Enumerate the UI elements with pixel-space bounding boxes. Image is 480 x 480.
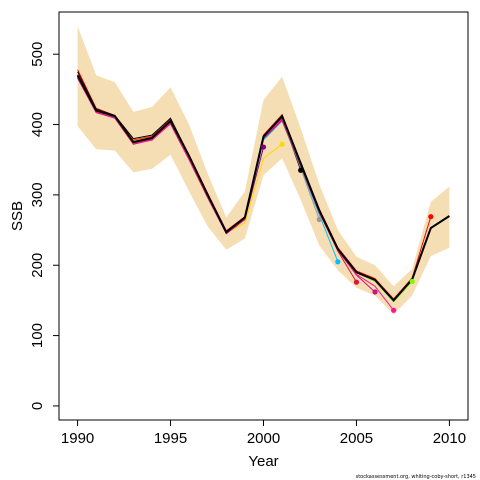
y-tick-label: 100	[29, 323, 46, 348]
y-tick-label: 400	[29, 112, 46, 137]
retro-series-endpoint	[260, 144, 267, 150]
retro-series-endpoint	[335, 259, 341, 265]
retro-series-endpoint	[391, 307, 397, 313]
retro-series-endpoint	[428, 214, 434, 220]
y-axis-title: SSB	[9, 201, 26, 231]
retro-series-endpoint	[409, 278, 415, 285]
x-axis-title: Year	[248, 453, 278, 470]
x-tick-label: 2005	[340, 430, 373, 447]
retro-series-endpoint	[298, 167, 304, 173]
retro-series-endpoint	[372, 289, 378, 295]
x-tick-label: 1990	[61, 430, 94, 447]
y-tick-label: 500	[29, 42, 46, 67]
y-tick-label: 300	[29, 182, 46, 207]
retro-series-endpoint	[353, 279, 360, 285]
x-axis: 1990 1995 2000 2005 2010	[61, 419, 466, 447]
final-estimate-line	[76, 74, 450, 302]
confidence-band	[77, 26, 450, 315]
retro-series-endpoint	[279, 141, 285, 147]
series-endpoints	[260, 141, 434, 313]
y-axis: 0 100 200 300 400 500	[29, 42, 60, 410]
x-tick-label: 1995	[154, 430, 187, 447]
plot-area	[76, 26, 450, 315]
plot-frame	[58, 11, 469, 421]
y-tick-label: 0	[29, 402, 46, 410]
credit-text: stockassessment.org, whiting-coby-short,…	[356, 474, 476, 480]
x-tick-label: 2000	[247, 430, 280, 447]
retro-series-endpoint	[316, 216, 322, 223]
y-tick-label: 200	[29, 253, 46, 278]
x-tick-label: 2010	[433, 430, 466, 447]
